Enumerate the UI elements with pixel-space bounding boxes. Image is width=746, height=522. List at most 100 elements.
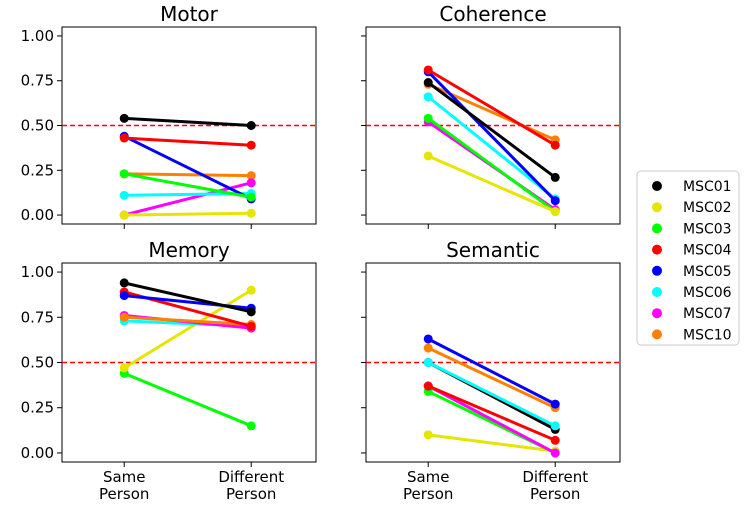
x-tick-label: Different Person — [218, 468, 284, 503]
data-point — [119, 363, 129, 373]
x-tick-label: Same Person — [403, 468, 453, 503]
data-point — [246, 178, 256, 188]
data-point — [423, 92, 433, 102]
panel-semantic: Semantic Same Person Different Person — [361, 238, 621, 503]
series-line — [427, 70, 557, 202]
series-line — [427, 361, 556, 428]
data-point — [246, 192, 256, 202]
x-tick-label: Same Person — [99, 468, 149, 503]
panel-title: Coherence — [439, 2, 546, 26]
legend-frame — [636, 170, 740, 346]
series-line — [427, 95, 557, 201]
series-line — [124, 136, 252, 147]
data-point — [423, 334, 433, 344]
y-tick-label: 0.75 — [21, 72, 54, 90]
series-msc02 — [119, 285, 256, 373]
series-msc10 — [119, 169, 256, 181]
y-tick-label: 0.50 — [21, 354, 54, 372]
series-msc01 — [119, 113, 256, 130]
legend-item-msc02: MSC02 — [652, 200, 732, 216]
data-point — [423, 65, 433, 75]
legend-item-msc07: MSC07 — [652, 306, 732, 322]
series-line — [427, 384, 556, 442]
series-msc01 — [119, 278, 256, 317]
legend-marker — [652, 202, 662, 213]
series-msc04 — [119, 133, 256, 150]
data-point — [550, 435, 560, 445]
data-point — [246, 321, 256, 331]
data-point — [119, 278, 129, 288]
series-line — [123, 281, 252, 314]
data-point — [246, 285, 256, 295]
series-line — [427, 346, 556, 410]
data-point — [550, 196, 560, 206]
x-tick-label: Different Person — [522, 468, 588, 503]
legend-item-msc04: MSC04 — [652, 243, 732, 259]
y-tick-label: 0.25 — [21, 399, 54, 417]
series-line — [427, 337, 556, 406]
y-tick-label: 1.00 — [21, 263, 54, 281]
data-point — [119, 210, 129, 220]
series-line — [123, 181, 252, 217]
data-point — [550, 399, 560, 409]
data-point — [550, 206, 560, 216]
data-point — [550, 421, 560, 431]
panel-title: Memory — [148, 238, 230, 262]
data-point — [119, 190, 129, 200]
legend-label: MSC01 — [683, 179, 732, 195]
series-msc02 — [423, 151, 560, 216]
legend: MSC01 MSC02 MSC03 MSC04 MSC05 MSC06 MSC07 MSC10 — [636, 170, 740, 346]
series-line — [123, 371, 252, 428]
y-tick-label: 0.50 — [21, 117, 54, 135]
panel-coherence: Coherence — [361, 2, 621, 229]
legend-label: MSC05 — [683, 264, 732, 280]
data-point — [550, 172, 560, 182]
legend-label: MSC03 — [683, 221, 732, 237]
legend-marker — [652, 223, 662, 234]
y-tick-label: 0.00 — [21, 444, 54, 462]
series-line — [427, 81, 557, 179]
legend-label: MSC06 — [683, 285, 732, 301]
data-point — [423, 358, 433, 367]
y-tick-label: 0.75 — [21, 308, 54, 326]
data-point — [550, 448, 560, 458]
legend-item-msc05: MSC05 — [652, 264, 732, 280]
series-msc02 — [119, 208, 256, 220]
data-point — [423, 113, 433, 123]
data-point — [119, 169, 129, 179]
data-point — [246, 208, 256, 218]
legend-label: MSC02 — [683, 200, 732, 216]
series-msc05 — [423, 334, 560, 409]
y-tick-label: 0.00 — [21, 206, 54, 224]
series-line — [123, 134, 252, 201]
data-point — [119, 291, 129, 301]
axes-frame — [61, 262, 317, 463]
data-point — [423, 78, 433, 88]
series-msc04 — [423, 65, 560, 150]
legend-marker — [652, 308, 662, 319]
data-point — [423, 343, 433, 353]
data-point — [423, 430, 433, 440]
series-line — [124, 211, 252, 217]
panel-title: Motor — [160, 2, 219, 26]
series-msc03 — [119, 368, 256, 431]
series-line — [427, 384, 556, 455]
data-point — [119, 312, 129, 322]
panel-memory: Memory 0.00 0.25 0.50 0.75 1.00 Same Person Diff… — [21, 238, 317, 503]
series-msc04 — [423, 381, 560, 445]
legend-marker — [652, 244, 662, 255]
legend-label: MSC04 — [683, 243, 732, 259]
legend-item-msc06: MSC06 — [652, 285, 732, 301]
data-point — [423, 151, 433, 161]
y-tick-label: 0.25 — [21, 161, 54, 179]
series-line — [123, 288, 253, 370]
data-point — [246, 140, 256, 150]
series-msc03 — [119, 169, 256, 202]
data-point — [246, 121, 256, 130]
legend-label: MSC07 — [683, 306, 732, 322]
series-line — [124, 116, 252, 127]
data-point — [246, 171, 256, 181]
series-line — [427, 117, 557, 213]
axes-frame — [365, 26, 621, 225]
series-msc01 — [423, 78, 560, 182]
